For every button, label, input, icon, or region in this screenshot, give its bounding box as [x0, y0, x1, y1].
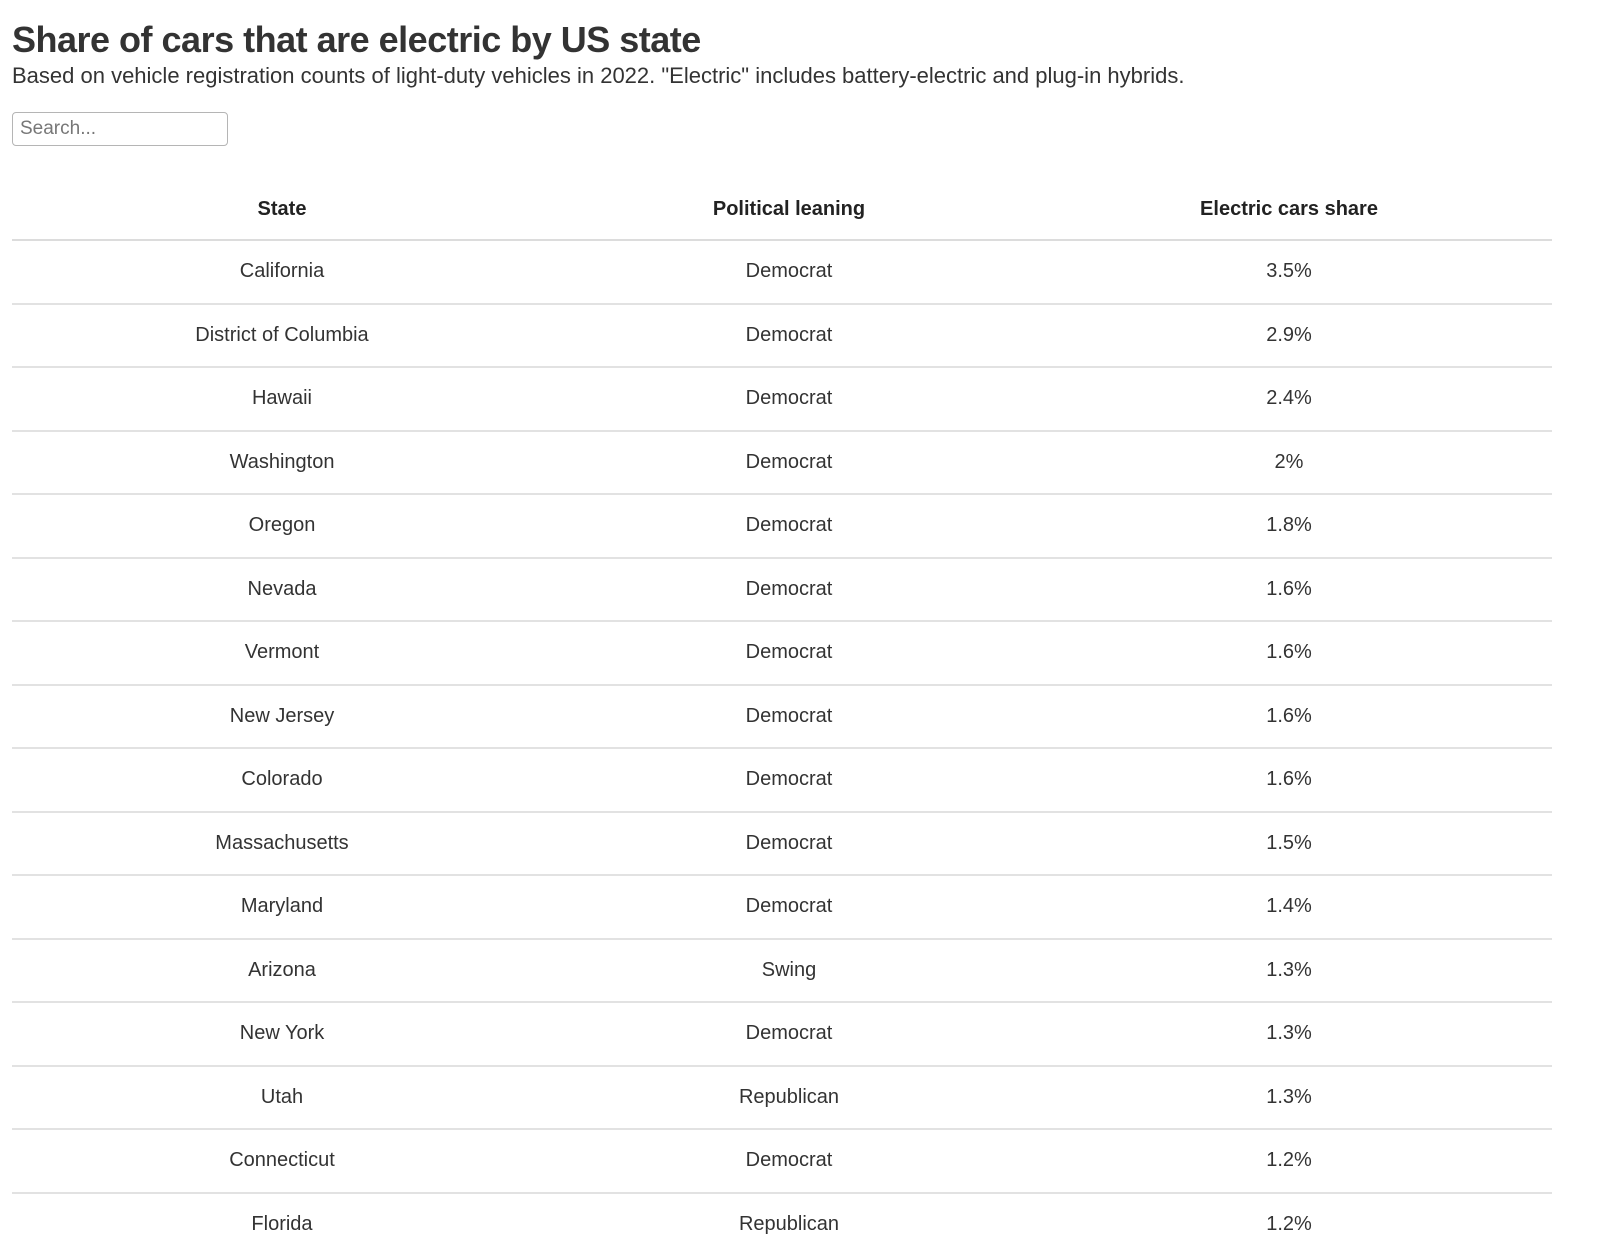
page-title: Share of cars that are electric by US st…: [12, 19, 701, 60]
cell-leaning: Democrat: [552, 494, 1026, 559]
cell-leaning: Republican: [738, 1212, 840, 1235]
cell-leaning: Democrat: [552, 557, 1026, 622]
cell-leaning: Democrat: [552, 684, 1026, 749]
cell-share: 1.6%: [1026, 684, 1552, 749]
search-input[interactable]: [12, 112, 228, 146]
table-row: New Jersey Democrat 1.6%: [12, 684, 1552, 749]
table-row: Connecticut Democrat 1.2%: [12, 1129, 1552, 1194]
data-table: State Political leaning Electric cars sh…: [12, 180, 1552, 1255]
column-header-political-leaning[interactable]: Political leaning: [552, 180, 1026, 241]
cell-state: New York: [12, 1002, 552, 1067]
table-row: Nevada Democrat 1.6%: [12, 557, 1552, 622]
cell-state: Colorado: [12, 748, 552, 813]
cell-state: District of Columbia: [12, 303, 552, 368]
cell-share: 2.4%: [1026, 367, 1552, 432]
cell-leaning: Democrat: [552, 240, 1026, 305]
cell-share: 1.4%: [1026, 875, 1552, 940]
table-row: Arizona Swing 1.3%: [12, 938, 1552, 1003]
cell-leaning: Democrat: [552, 748, 1026, 813]
cell-leaning: Democrat: [552, 811, 1026, 876]
cell-share: 3.5%: [1026, 240, 1552, 305]
cell-state: Oregon: [12, 494, 552, 559]
cell-state: Maryland: [12, 875, 552, 940]
page-subtitle: Based on vehicle registration counts of …: [12, 63, 1185, 88]
table-row: Vermont Democrat 1.6%: [12, 621, 1552, 686]
table-row: Hawaii Democrat 2.4%: [12, 367, 1552, 432]
table-row: Massachusetts Democrat 1.5%: [12, 811, 1552, 876]
table-row: Florida Republican 1.2%: [12, 1193, 1552, 1256]
cell-state: Connecticut: [12, 1129, 552, 1194]
cell-leaning: Democrat: [552, 875, 1026, 940]
cell-state: Florida: [251, 1212, 313, 1235]
cell-leaning: Democrat: [552, 303, 1026, 368]
table-row: Colorado Democrat 1.6%: [12, 748, 1552, 813]
cell-leaning: Republican: [552, 1065, 1026, 1130]
table-row: Washington Democrat 2%: [12, 430, 1552, 495]
cell-state: Massachusetts: [12, 811, 552, 876]
cell-share: 1.6%: [1026, 748, 1552, 813]
table-row: Oregon Democrat 1.8%: [12, 494, 1552, 559]
table-header-row: State Political leaning Electric cars sh…: [12, 180, 1552, 241]
column-header-electric-share[interactable]: Electric cars share: [1026, 180, 1552, 241]
table-row: California Democrat 3.5%: [12, 240, 1552, 305]
table-row: New York Democrat 1.3%: [12, 1002, 1552, 1067]
cell-state: Hawaii: [12, 367, 552, 432]
cell-share: 1.6%: [1026, 621, 1552, 686]
cell-state: Vermont: [12, 621, 552, 686]
cell-leaning: Democrat: [552, 367, 1026, 432]
cell-share: 1.2%: [1266, 1212, 1312, 1235]
cell-share: 1.8%: [1026, 494, 1552, 559]
table-row: Maryland Democrat 1.4%: [12, 875, 1552, 940]
cell-share: 1.2%: [1026, 1129, 1552, 1194]
cell-share: 1.3%: [1026, 1065, 1552, 1130]
cell-state: California: [12, 240, 552, 305]
cell-leaning: Democrat: [552, 621, 1026, 686]
cell-share: 1.6%: [1026, 557, 1552, 622]
cell-state: New Jersey: [12, 684, 552, 749]
cell-state: Arizona: [12, 938, 552, 1003]
cell-leaning: Democrat: [552, 1129, 1026, 1194]
cell-share: 1.3%: [1026, 938, 1552, 1003]
cell-share: 2%: [1026, 430, 1552, 495]
cell-share: 1.3%: [1026, 1002, 1552, 1067]
cell-state: Washington: [12, 430, 552, 495]
cell-leaning: Democrat: [552, 1002, 1026, 1067]
cell-leaning: Democrat: [552, 430, 1026, 495]
cell-state: Nevada: [12, 557, 552, 622]
cell-state: Utah: [12, 1065, 552, 1130]
table-row: Utah Republican 1.3%: [12, 1065, 1552, 1130]
cell-share: 1.5%: [1026, 811, 1552, 876]
column-header-state[interactable]: State: [12, 180, 552, 241]
table-row: District of Columbia Democrat 2.9%: [12, 303, 1552, 368]
cell-leaning: Swing: [552, 938, 1026, 1003]
cell-share: 2.9%: [1026, 303, 1552, 368]
